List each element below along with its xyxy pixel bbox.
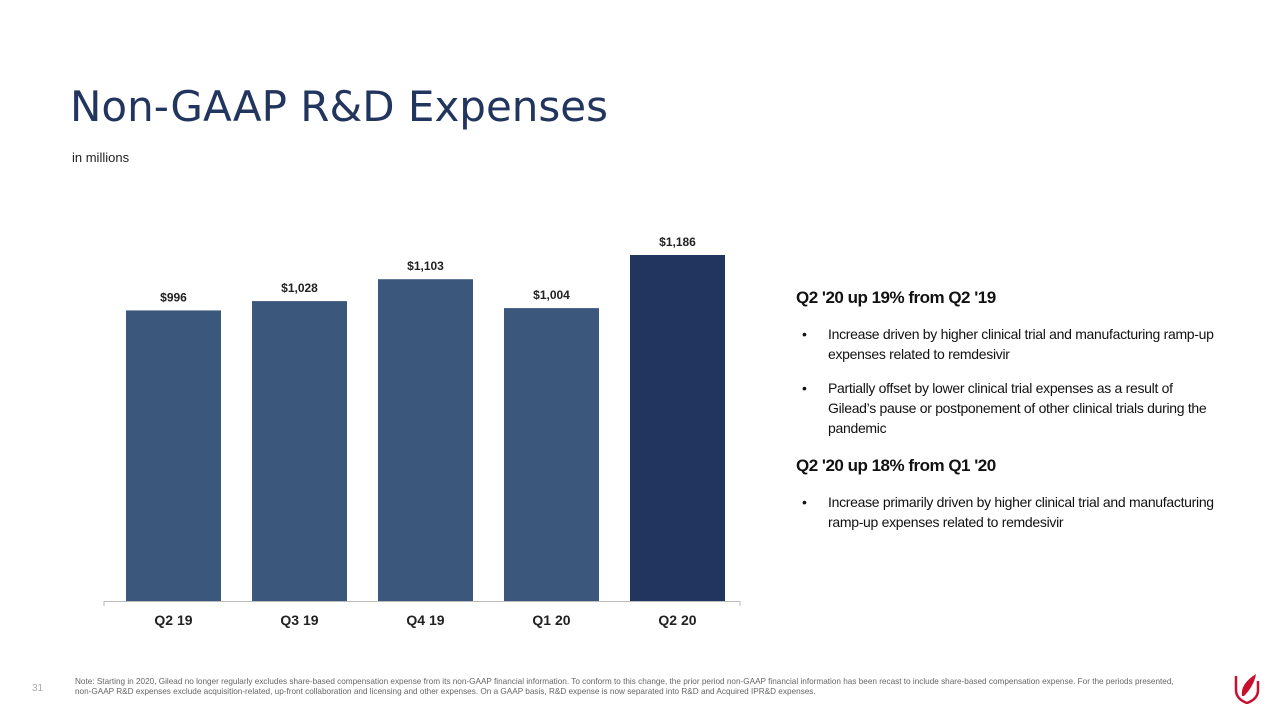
- x-tick-label: Q2 20: [658, 612, 696, 628]
- page-title: Non-GAAP R&D Expenses: [70, 82, 609, 131]
- x-tick-label: Q4 19: [406, 612, 444, 628]
- bar-q2-19: [126, 310, 221, 601]
- commentary-heading: Q2 '20 up 19% from Q2 '19: [796, 288, 996, 307]
- commentary-bullet: Increase driven by higher clinical trial…: [796, 324, 1216, 364]
- x-tick-label: Q2 19: [154, 612, 192, 628]
- bar-chart: $996 Q2 19 $1,028 Q3 19 $1,103 Q4 19 $1,004 Q1 …: [103, 235, 741, 628]
- gilead-logo: [1234, 674, 1260, 704]
- bar-q3-19: [252, 301, 347, 601]
- bar-q4-19: [378, 279, 473, 601]
- units-subtitle: in millions: [72, 150, 130, 165]
- data-label: $1,103: [407, 259, 444, 273]
- footnote: Note: Starting in 2020, Gilead no longer…: [75, 677, 1174, 696]
- x-tick-label: Q1 20: [532, 612, 570, 628]
- data-label: $1,186: [659, 235, 696, 249]
- commentary-bullet: Partially offset by lower clinical trial…: [796, 378, 1216, 438]
- commentary-bullet: Increase primarily driven by higher clin…: [796, 492, 1216, 532]
- x-tick-label: Q3 19: [280, 612, 318, 628]
- commentary-panel: Q2 '20 up 19% from Q2 '19 Increase drive…: [796, 288, 1216, 550]
- data-label: $1,004: [533, 288, 570, 302]
- page-number: 31: [32, 683, 44, 694]
- bar-q1-20: [504, 308, 599, 601]
- commentary-heading: Q2 '20 up 18% from Q1 '20: [796, 456, 996, 475]
- bar-q2-20: [630, 255, 725, 601]
- data-label: $996: [160, 290, 187, 304]
- data-label: $1,028: [281, 281, 318, 295]
